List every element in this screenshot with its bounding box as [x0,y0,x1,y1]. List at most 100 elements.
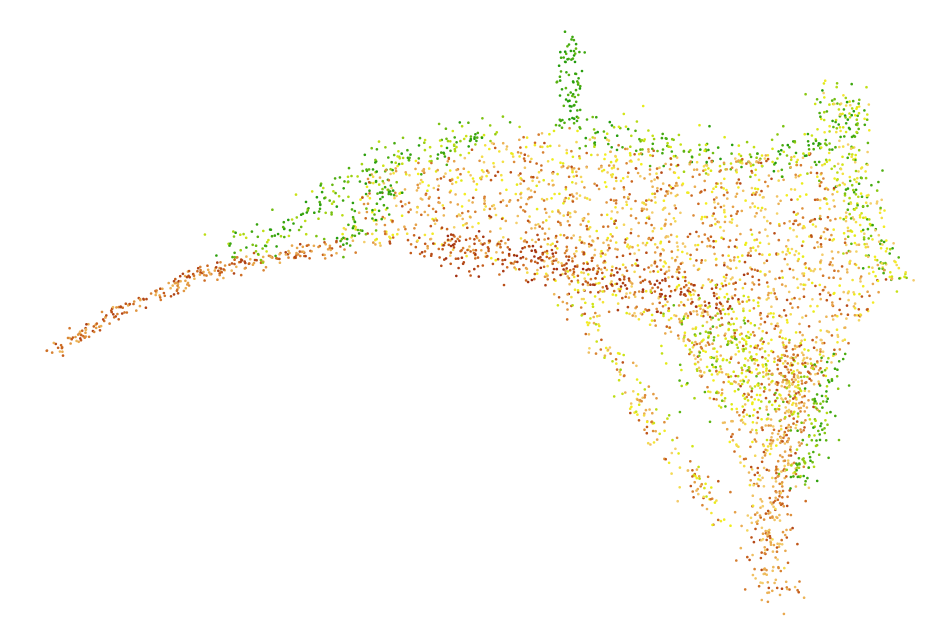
scatter-point [775,212,779,215]
scatter-point [904,271,907,274]
scatter-point [545,197,549,201]
scatter-point [757,584,761,588]
scatter-point [378,176,382,179]
scatter-point [571,181,574,184]
scatter-point [757,278,761,282]
scatter-point [713,252,716,256]
scatter-point [798,331,802,334]
scatter-point [623,275,626,279]
scatter-point [795,277,799,281]
scatter-point [562,234,566,237]
scatter-point [585,166,588,169]
scatter-point [770,502,774,506]
scatter-point [568,126,571,130]
scatter-point [571,273,574,277]
scatter-point [816,175,819,178]
scatter-point [679,300,683,304]
scatter-point [357,211,361,214]
scatter-point [610,146,613,149]
scatter-point [536,233,539,237]
scatter-point [629,245,632,248]
scatter-point [743,408,746,412]
scatter-point [735,407,738,411]
scatter-point [775,471,778,475]
scatter-point [769,541,773,544]
scatter-point [600,169,604,173]
scatter-point [449,149,452,153]
scatter-point [283,235,286,239]
scatter-point [630,405,633,409]
scatter-point [574,182,578,185]
scatter-point [636,398,639,402]
scatter-point [635,258,639,262]
scatter-point [738,340,741,344]
scatter-point [864,201,868,204]
scatter-point [545,255,549,259]
scatter-point [372,241,375,244]
scatter-point [763,387,767,391]
scatter-point [591,239,594,242]
scatter-point [559,233,562,237]
scatter-point [766,234,769,238]
scatter-point [391,233,395,237]
scatter-point [243,260,246,263]
scatter-point [445,227,449,231]
scatter-point [820,171,823,175]
scatter-point [848,179,852,183]
scatter-point [761,456,764,460]
scatter-point [742,294,746,298]
scatter-point [824,419,827,422]
scatter-point [729,375,733,378]
scatter-point [756,383,759,387]
scatter-point [710,511,713,515]
scatter-point [704,172,708,175]
scatter-point [781,398,784,402]
scatter-point [548,257,551,260]
scatter-point [789,188,793,191]
scatter-point [736,255,740,259]
scatter-point [800,244,804,248]
scatter-point [845,304,849,307]
scatter-point [865,85,868,89]
point-group-upper-left-edge [203,115,521,264]
scatter-point [841,112,844,116]
scatter-point [310,190,314,193]
scatter-point [485,174,488,178]
scatter-point [551,172,555,175]
scatter-point [562,202,565,205]
scatter-point [796,412,800,415]
scatter-point [570,236,573,240]
scatter-point [822,374,825,377]
scatter-point [555,240,559,244]
scatter-point [492,203,496,207]
scatter-point [857,182,861,185]
scatter-point [635,378,639,381]
scatter-point [729,357,733,361]
scatter-point [782,612,786,616]
scatter-point [656,186,659,190]
scatter-point [801,395,804,399]
scatter-point [767,296,770,300]
scatter-point [774,161,777,165]
scatter-point [649,443,652,446]
scatter-point [524,145,528,149]
scatter-point [781,440,784,443]
scatter-point [828,293,832,297]
scatter-point [816,128,819,131]
scatter-point [357,232,361,235]
scatter-point [698,351,702,354]
scatter-point [475,139,478,143]
scatter-point [781,496,784,499]
scatter-point [773,360,776,364]
scatter-point [780,148,783,152]
scatter-point [589,277,593,281]
scatter-point [823,110,826,114]
scatter-point [861,284,865,288]
scatter-point [623,241,627,244]
scatter-point [784,314,788,317]
scatter-point [768,452,772,456]
scatter-point [764,363,768,366]
scatter-point [609,274,613,277]
scatter-point [771,485,775,488]
scatter-point [537,257,540,260]
